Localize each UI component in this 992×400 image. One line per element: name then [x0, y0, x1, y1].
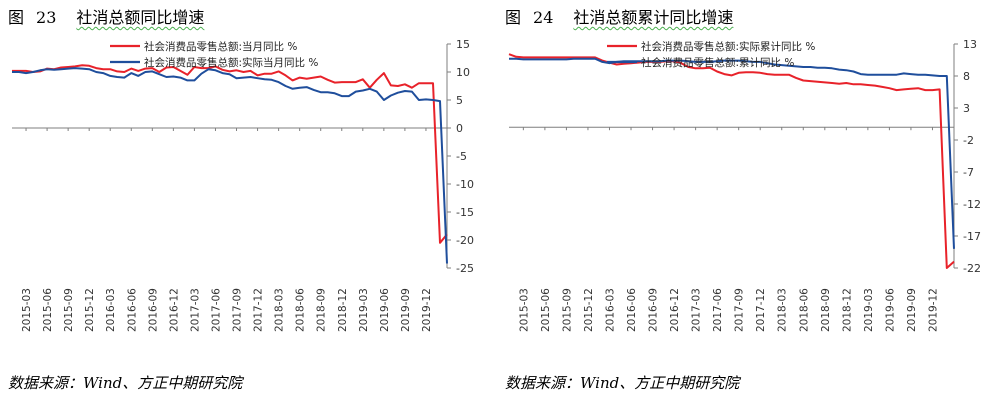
x-tick-label: 2017-06 — [210, 288, 222, 332]
x-tick-label: 2018-06 — [798, 288, 810, 332]
figure-label: 图 — [505, 8, 522, 27]
figure-name: 社消总额同比增速 — [76, 8, 205, 27]
x-tick-label: 2016-09 — [147, 288, 159, 332]
series-line-1 — [509, 57, 955, 249]
x-tick-label: 2015-03 — [21, 288, 33, 332]
x-tick-label: 2019-06 — [884, 288, 896, 332]
figure-label: 图 — [8, 8, 25, 27]
y-tick-label: 10 — [456, 66, 470, 79]
source-note: 数据来源：Wind、方正中期研究院 — [505, 374, 740, 392]
figure-name: 社消总额累计同比增速 — [573, 8, 734, 27]
x-tick-label: 2019-12 — [421, 288, 433, 332]
y-tick-label: -7 — [963, 166, 974, 179]
x-tick-label: 2016-06 — [126, 288, 138, 332]
x-tick-label: 2019-03 — [863, 288, 875, 332]
y-tick-label: -2 — [963, 134, 974, 147]
x-tick-label: 2019-09 — [906, 288, 918, 332]
x-tick-label: 2017-03 — [189, 288, 201, 332]
y-tick-label: -5 — [456, 150, 467, 163]
x-tick-label: 2016-12 — [168, 288, 180, 332]
x-tick-label: 2017-03 — [691, 288, 703, 332]
x-tick-label: 2019-09 — [400, 288, 412, 332]
x-tick-label: 2018-03 — [274, 288, 286, 332]
figure-number: 24 — [533, 8, 554, 27]
x-tick-label: 2018-12 — [841, 288, 853, 332]
figure-24-panel: 图 24 社消总额累计同比增速 13 8 3 -2 -7 -12 -17 -22 2015-03 20… — [497, 0, 987, 400]
series-line-1 — [12, 67, 448, 264]
series-line-0 — [12, 64, 448, 244]
y-tick-label: -25 — [456, 262, 474, 275]
x-tick-label: 2017-06 — [712, 288, 724, 332]
x-tick-label: 2015-09 — [561, 288, 573, 332]
x-tick-label: 2015-12 — [84, 288, 96, 332]
x-tick-label: 2015-06 — [42, 288, 54, 332]
y-tick-label: 3 — [963, 102, 970, 115]
legend-label-1: 社会消费品零售总额:实际当月同比 % — [144, 56, 318, 69]
x-tick-label: 2015-06 — [540, 288, 552, 332]
x-tick-label: 2015-09 — [63, 288, 75, 332]
source-note: 数据来源：Wind、方正中期研究院 — [8, 374, 243, 392]
x-tick-label: 2016-06 — [626, 288, 638, 332]
y-tick-label: 13 — [963, 38, 977, 51]
x-tick-label: 2019-06 — [379, 288, 391, 332]
x-tick-label: 2018-03 — [777, 288, 789, 332]
figure-title: 图 24 社消总额累计同比增速 — [505, 4, 733, 28]
legend-label-0: 社会消费品零售总额:实际累计同比 % — [641, 40, 815, 53]
series-line-0 — [508, 53, 955, 269]
x-tick-label: 2017-12 — [755, 288, 767, 332]
y-tick-label: -22 — [963, 262, 981, 275]
x-tick-label: 2016-03 — [105, 288, 117, 332]
y-tick-label: 0 — [456, 122, 463, 135]
figure-number: 23 — [36, 8, 57, 27]
x-tick-label: 2016-12 — [669, 288, 681, 332]
figure-23-panel: 图 23 社消总额同比增速 15 10 5 0 -5 -10 -15 -20 -25 2015-03 2… — [0, 0, 490, 400]
x-tick-label: 2017-12 — [253, 288, 265, 332]
x-tick-label: 2017-09 — [232, 288, 244, 332]
chart-monthly-yoy: 15 10 5 0 -5 -10 -15 -20 -25 2015-03 2015-06 2015-0… — [12, 38, 474, 332]
x-tick-label: 2019-03 — [358, 288, 370, 332]
figure-title: 图 23 社消总额同比增速 — [8, 4, 204, 28]
y-tick-label: 15 — [456, 38, 470, 51]
x-tick-label: 2018-09 — [316, 288, 328, 332]
y-tick-label: -17 — [963, 230, 981, 243]
legend-label-1: 社会消费品零售总额:累计同比 % — [641, 56, 794, 69]
y-tick-label: -20 — [456, 234, 474, 247]
y-tick-label: -12 — [963, 198, 981, 211]
x-tick-label: 2016-03 — [604, 288, 616, 332]
y-tick-label: 8 — [963, 70, 970, 83]
x-tick-label: 2018-09 — [820, 288, 832, 332]
x-tick-label: 2016-09 — [648, 288, 660, 332]
legend-label-0: 社会消费品零售总额:当月同比 % — [144, 40, 297, 53]
y-tick-label: -10 — [456, 178, 474, 191]
chart-cumulative-yoy: 13 8 3 -2 -7 -12 -17 -22 2015-03 2015-06 2015-09 20… — [508, 38, 981, 332]
x-tick-label: 2018-12 — [337, 288, 349, 332]
x-tick-label: 2015-12 — [583, 288, 595, 332]
y-tick-label: -15 — [456, 206, 474, 219]
x-tick-label: 2019-12 — [927, 288, 939, 332]
y-tick-label: 5 — [456, 94, 463, 107]
x-tick-label: 2018-06 — [295, 288, 307, 332]
x-tick-label: 2017-09 — [734, 288, 746, 332]
x-tick-label: 2015-03 — [518, 288, 530, 332]
